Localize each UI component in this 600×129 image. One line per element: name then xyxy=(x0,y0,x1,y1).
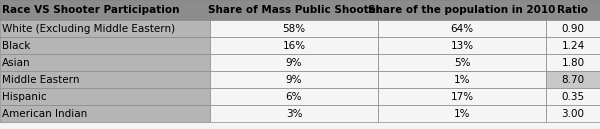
Bar xyxy=(546,105,600,122)
Text: White (Excluding Middle Eastern): White (Excluding Middle Eastern) xyxy=(2,23,176,34)
Text: 6%: 6% xyxy=(286,91,302,102)
Text: 0.90: 0.90 xyxy=(562,23,584,34)
Text: 1.80: 1.80 xyxy=(562,58,584,67)
Text: 17%: 17% xyxy=(451,91,473,102)
Text: Hispanic: Hispanic xyxy=(2,91,47,102)
Bar xyxy=(378,37,546,54)
Text: 3.00: 3.00 xyxy=(562,108,584,119)
Bar xyxy=(0,37,210,54)
Text: Share of the population in 2010: Share of the population in 2010 xyxy=(368,5,556,15)
Bar xyxy=(546,71,600,88)
Text: 0.35: 0.35 xyxy=(562,91,584,102)
Bar xyxy=(210,20,378,37)
Text: 13%: 13% xyxy=(451,41,473,50)
Bar xyxy=(210,88,378,105)
Bar xyxy=(378,54,546,71)
Bar xyxy=(546,0,600,20)
Text: Ratio: Ratio xyxy=(557,5,589,15)
Bar xyxy=(546,20,600,37)
Bar xyxy=(210,37,378,54)
Text: 8.70: 8.70 xyxy=(562,75,584,84)
Bar xyxy=(378,105,546,122)
Text: 1%: 1% xyxy=(454,75,470,84)
Bar xyxy=(210,0,378,20)
Bar xyxy=(0,54,210,71)
Text: 9%: 9% xyxy=(286,75,302,84)
Bar xyxy=(546,54,600,71)
Text: 9%: 9% xyxy=(286,58,302,67)
Text: 58%: 58% xyxy=(283,23,305,34)
Text: 16%: 16% xyxy=(283,41,305,50)
Text: 3%: 3% xyxy=(286,108,302,119)
Text: Black: Black xyxy=(2,41,31,50)
Bar xyxy=(0,71,210,88)
Bar xyxy=(546,37,600,54)
Text: Asian: Asian xyxy=(2,58,31,67)
Bar xyxy=(378,88,546,105)
Bar xyxy=(210,71,378,88)
Text: 1%: 1% xyxy=(454,108,470,119)
Bar xyxy=(0,20,210,37)
Text: 64%: 64% xyxy=(451,23,473,34)
Text: Middle Eastern: Middle Eastern xyxy=(2,75,80,84)
Bar xyxy=(378,71,546,88)
Text: Race VS Shooter Participation: Race VS Shooter Participation xyxy=(2,5,180,15)
Bar xyxy=(210,105,378,122)
Bar xyxy=(0,88,210,105)
Bar xyxy=(0,0,210,20)
Bar xyxy=(546,88,600,105)
Bar xyxy=(210,54,378,71)
Text: 1.24: 1.24 xyxy=(562,41,584,50)
Bar xyxy=(0,105,210,122)
Text: American Indian: American Indian xyxy=(2,108,88,119)
Text: 5%: 5% xyxy=(454,58,470,67)
Bar xyxy=(378,20,546,37)
Text: Share of Mass Public Shooter: Share of Mass Public Shooter xyxy=(208,5,380,15)
Bar xyxy=(378,0,546,20)
